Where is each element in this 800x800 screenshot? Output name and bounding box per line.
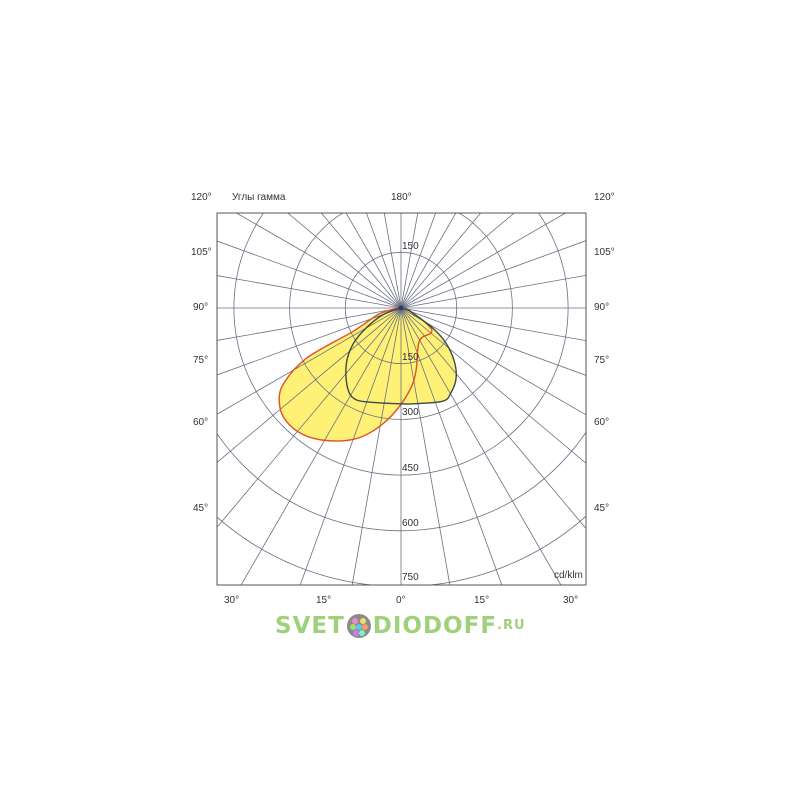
grid-ray [217,307,402,415]
grid-ray [383,213,402,309]
watermark-logo: SVET DIODOFF .RU [275,612,526,640]
angle-label-left: 90° [193,302,209,313]
angle-label-left: 60° [193,417,209,428]
grid-ray [400,307,451,585]
grid-ray [400,307,586,529]
angle-label-top: 180° [391,192,412,203]
angle-label-left: 30° [224,595,240,606]
angle-label-right: 105° [594,247,615,258]
grid-ray [320,213,402,309]
grid-ray [400,307,586,416]
grid-ray [236,213,402,309]
angle-label-left: 45° [193,503,209,514]
grid-ray [240,307,402,585]
plot-area [217,213,586,585]
grid-ray [400,213,566,309]
radial-label: 450 [402,463,419,474]
angle-axis-label: Углы гамма [232,192,286,203]
grid-ray [400,307,562,585]
grid-ray [400,307,586,376]
radial-label: 150 [402,352,419,363]
grid-ray [299,307,402,585]
center-point [398,305,404,311]
radial-label: 300 [402,407,419,418]
grid-ray [217,240,402,309]
series-line-0 [278,307,433,442]
angle-label-right: 75° [594,355,610,366]
angle-label-right: 90° [594,302,610,313]
radial-unit: cd/klm [554,570,583,581]
grid-ray [217,307,402,528]
grid-ray [400,274,586,309]
angle-label-right: 30° [563,595,579,606]
grid-ray [351,307,402,585]
series-line-1 [345,307,458,405]
grid-ray [400,240,586,309]
angle-label-right: 15° [474,595,490,606]
radial-label: 600 [402,518,419,529]
angle-label-left: 15° [316,595,332,606]
grid-ray [400,307,586,464]
grid-ray [400,213,457,309]
grid-ray [400,307,503,585]
grid-ray [400,213,419,309]
grid-ray [400,213,515,309]
angle-label-left: 120° [191,192,212,203]
grid-ray [400,213,482,309]
grid-ray [366,213,402,309]
radial-label: 150 [402,241,419,252]
angle-label-right: 45° [594,503,610,514]
logo-dots-icon [346,614,371,638]
watermark-text-2: DIODOFF [372,613,498,639]
grid-ray [217,307,402,463]
watermark-text: SVET [275,613,345,639]
angle-label-bottom: 0° [396,595,406,606]
grid-ray [287,213,402,309]
plot-frame [216,212,587,586]
radial-label: 750 [402,572,419,583]
angle-label-left: 75° [193,355,209,366]
grid-ray [217,275,402,309]
angle-label-right: 60° [594,417,610,428]
grid-ray [400,213,436,309]
grid-ray [217,307,402,341]
angle-label-right: 120° [594,192,615,203]
angle-label-left: 105° [191,247,212,258]
watermark-suffix: .RU [497,618,526,633]
grid-ray [400,307,586,342]
grid-ray [345,213,402,309]
